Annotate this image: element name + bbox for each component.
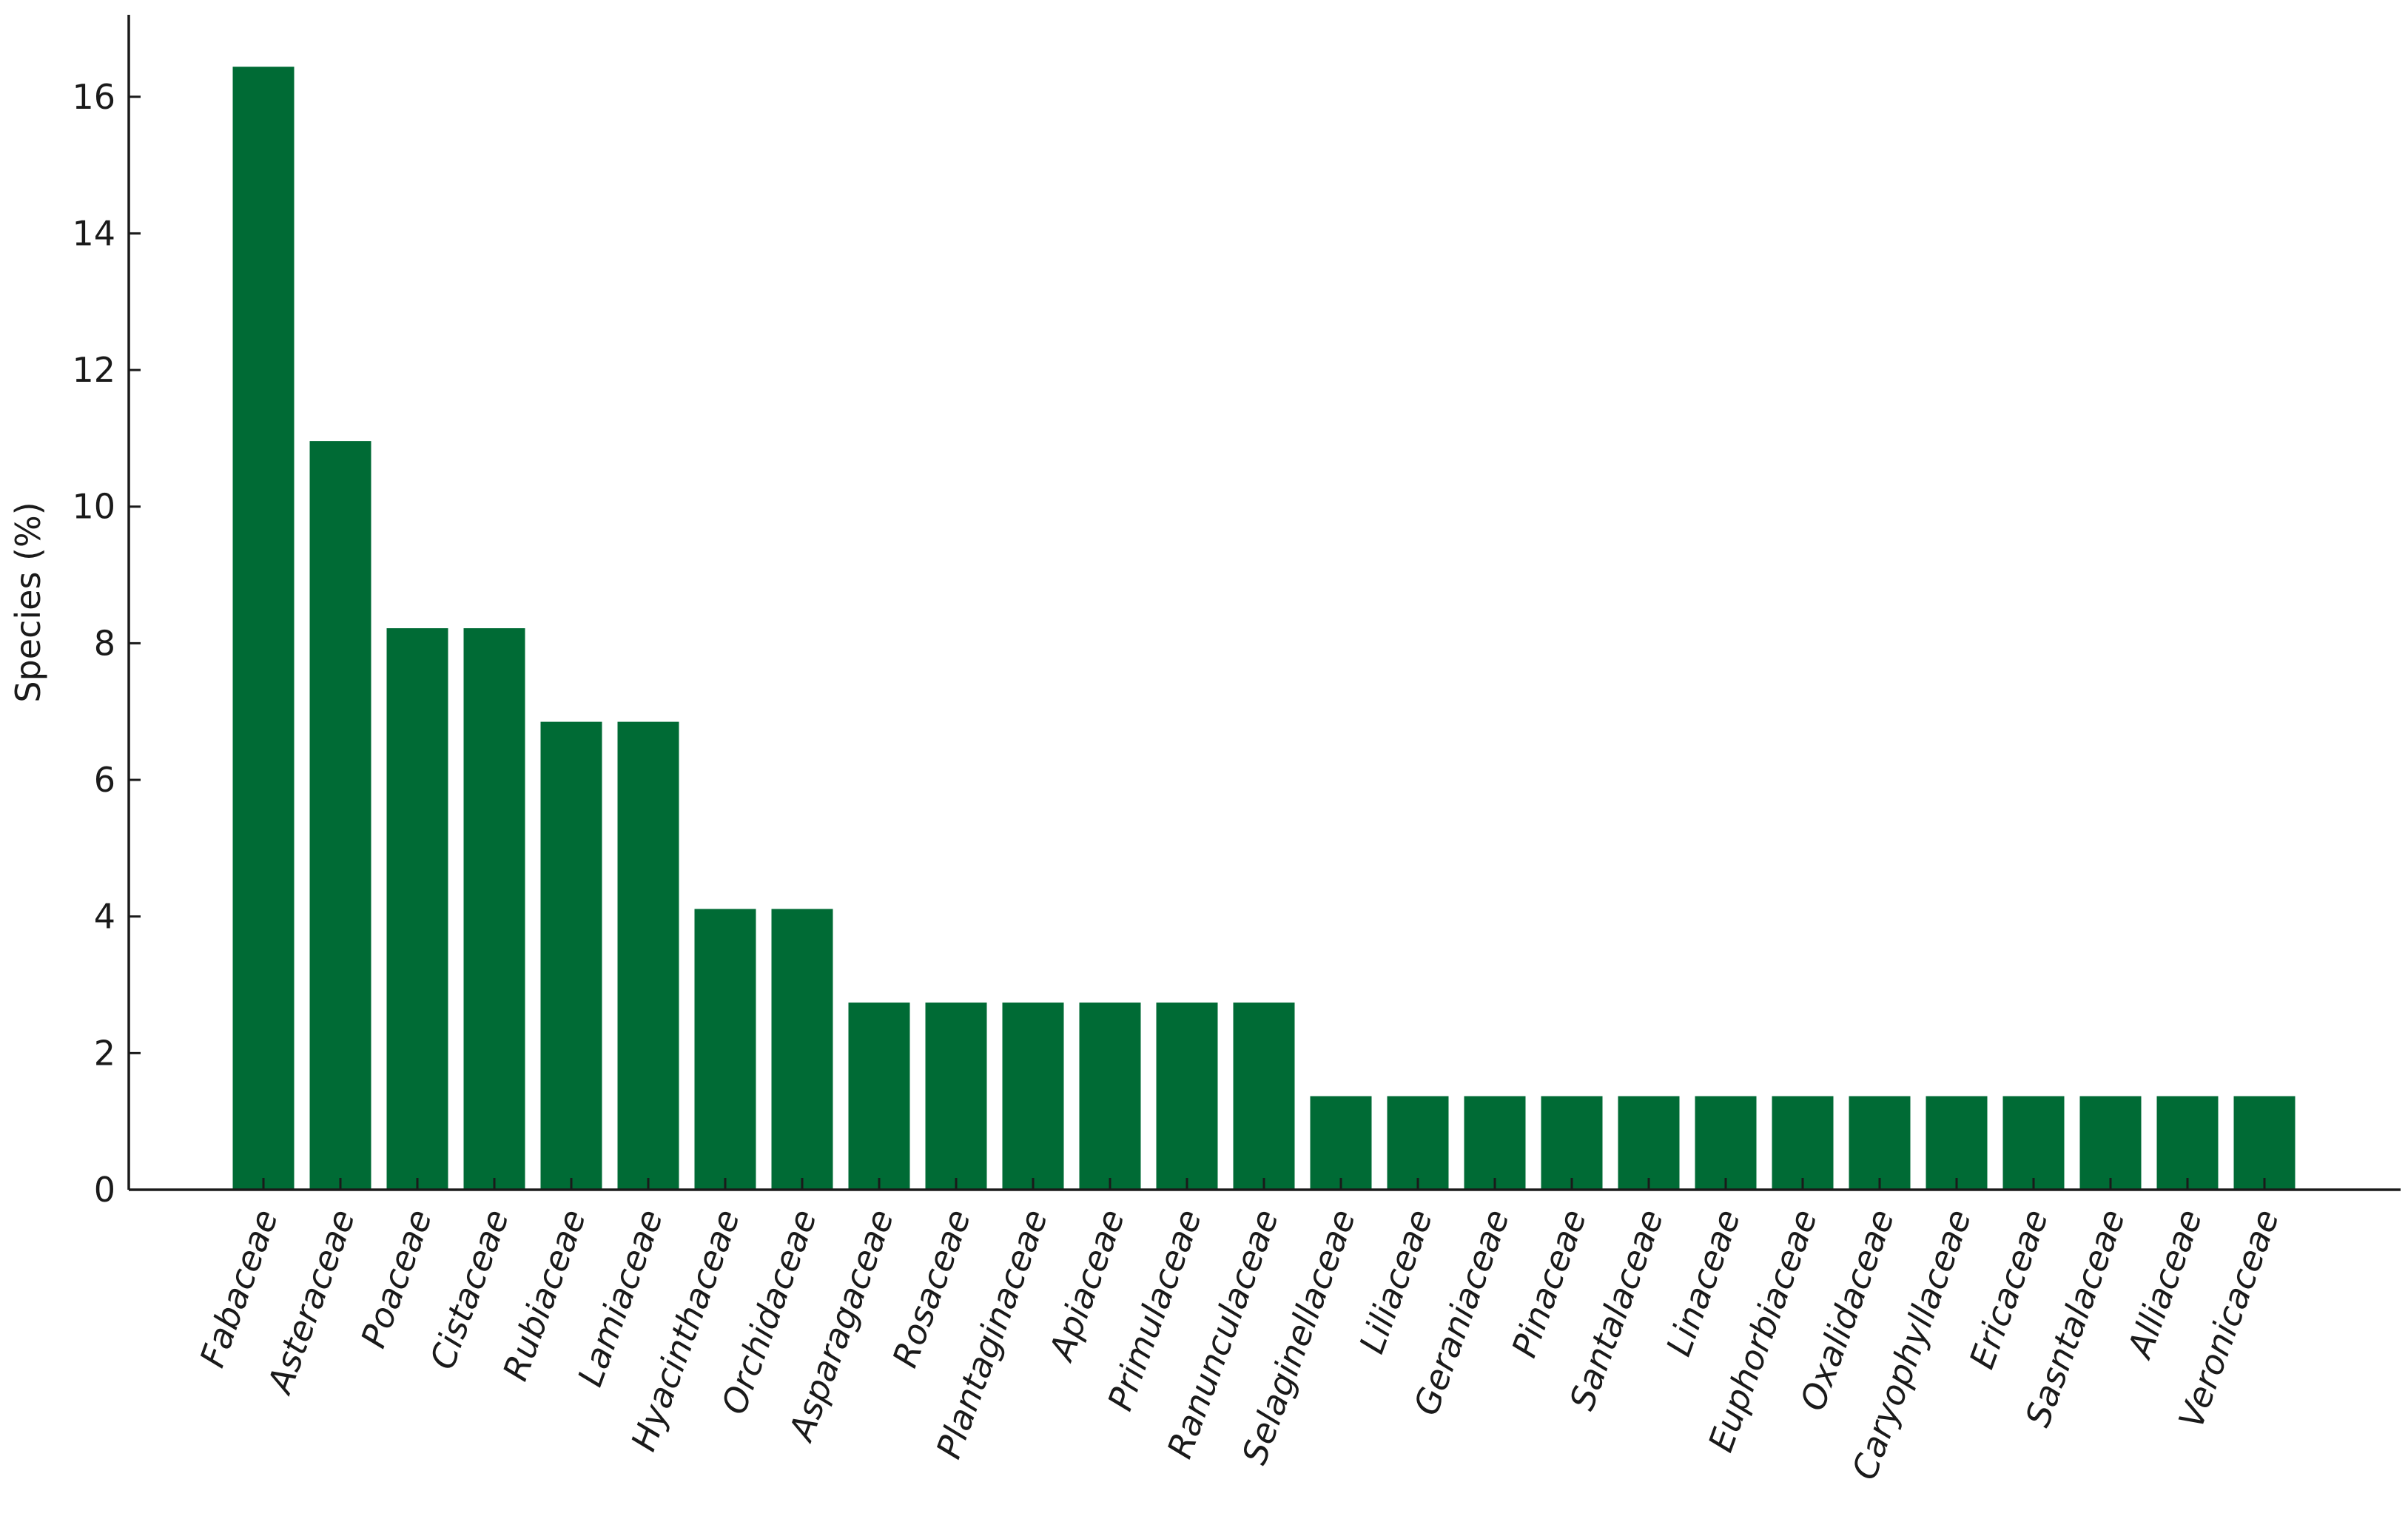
x-tick-label-ericaceae: Ericaceae xyxy=(1962,1205,2056,1374)
y-tick-label: 10 xyxy=(72,487,115,527)
bar-veronicaceae xyxy=(2233,1096,2296,1190)
bar-caryophyllaceae xyxy=(1926,1096,1988,1190)
bar-sasntalaceae xyxy=(2079,1096,2142,1190)
bar-rosaceae xyxy=(925,1003,987,1190)
x-tick-label-rosaceae: Rosaceae xyxy=(884,1205,978,1372)
x-tick-label-alliaceae: Alliaceae xyxy=(2119,1205,2210,1365)
y-tick-label: 12 xyxy=(72,350,115,390)
bar-apiaceae xyxy=(1079,1003,1141,1190)
bars-group xyxy=(232,67,2296,1190)
x-tick-label-cistaceae: Cistaceae xyxy=(422,1205,517,1375)
x-tick-label-apiaceae: Apiaceae xyxy=(1040,1205,1132,1367)
x-tick-label-linaceae: Linaceae xyxy=(1658,1205,1748,1361)
bar-linaceae xyxy=(1695,1096,1757,1190)
y-tick-label: 16 xyxy=(72,77,115,117)
bar-oxalidaceae xyxy=(1849,1096,1911,1190)
bar-primulaceae xyxy=(1156,1003,1218,1190)
x-tick-label-pinaceae: Pinaceae xyxy=(1504,1205,1594,1363)
y-tick-label: 0 xyxy=(94,1170,115,1210)
bar-ranunculaceae xyxy=(1233,1003,1295,1190)
bar-rubiaceae xyxy=(540,721,602,1190)
bar-ericaceae xyxy=(2002,1096,2065,1190)
y-tick-label: 8 xyxy=(94,623,115,663)
y-tick-label: 6 xyxy=(94,760,115,800)
bar-euphorbiaceae xyxy=(1772,1096,1834,1190)
y-axis-title: Species (%) xyxy=(8,502,48,702)
bar-selaginellaceae xyxy=(1310,1096,1372,1190)
bar-liliaceae xyxy=(1387,1096,1449,1190)
bar-plantaginaceae xyxy=(1002,1003,1064,1190)
bar-asteraceae xyxy=(309,441,371,1190)
bar-pinaceae xyxy=(1541,1096,1603,1190)
bar-orchidaceae xyxy=(771,909,833,1190)
y-axis-ticks: 0 2 4 6 8 10 12 14 16 xyxy=(72,77,141,1210)
bar-hyacinthaceae xyxy=(694,909,756,1190)
y-tick-label: 14 xyxy=(72,213,115,253)
bar-fabaceae xyxy=(232,67,295,1190)
bar-poaceae xyxy=(386,628,448,1190)
bar-cistaceae xyxy=(463,628,525,1190)
bar-alliaceae xyxy=(2156,1096,2219,1190)
y-tick-label: 2 xyxy=(94,1033,115,1073)
bar-lamiaceae xyxy=(617,721,679,1190)
x-tick-label-poaceae: Poaceae xyxy=(353,1205,440,1353)
bar-asparagaceae xyxy=(848,1003,910,1190)
bar-santalaceae xyxy=(1618,1096,1680,1190)
x-axis-ticks: FabaceaeAsteraceaePoaceaeCistaceaeRubiac… xyxy=(192,1178,2287,1485)
x-tick-label-liliaceae: Liliaceae xyxy=(1351,1205,1440,1359)
y-tick-label: 4 xyxy=(94,897,115,937)
x-tick-label-fabaceae: Fabaceae xyxy=(192,1205,286,1372)
bar-geraniaceae xyxy=(1464,1096,1526,1190)
